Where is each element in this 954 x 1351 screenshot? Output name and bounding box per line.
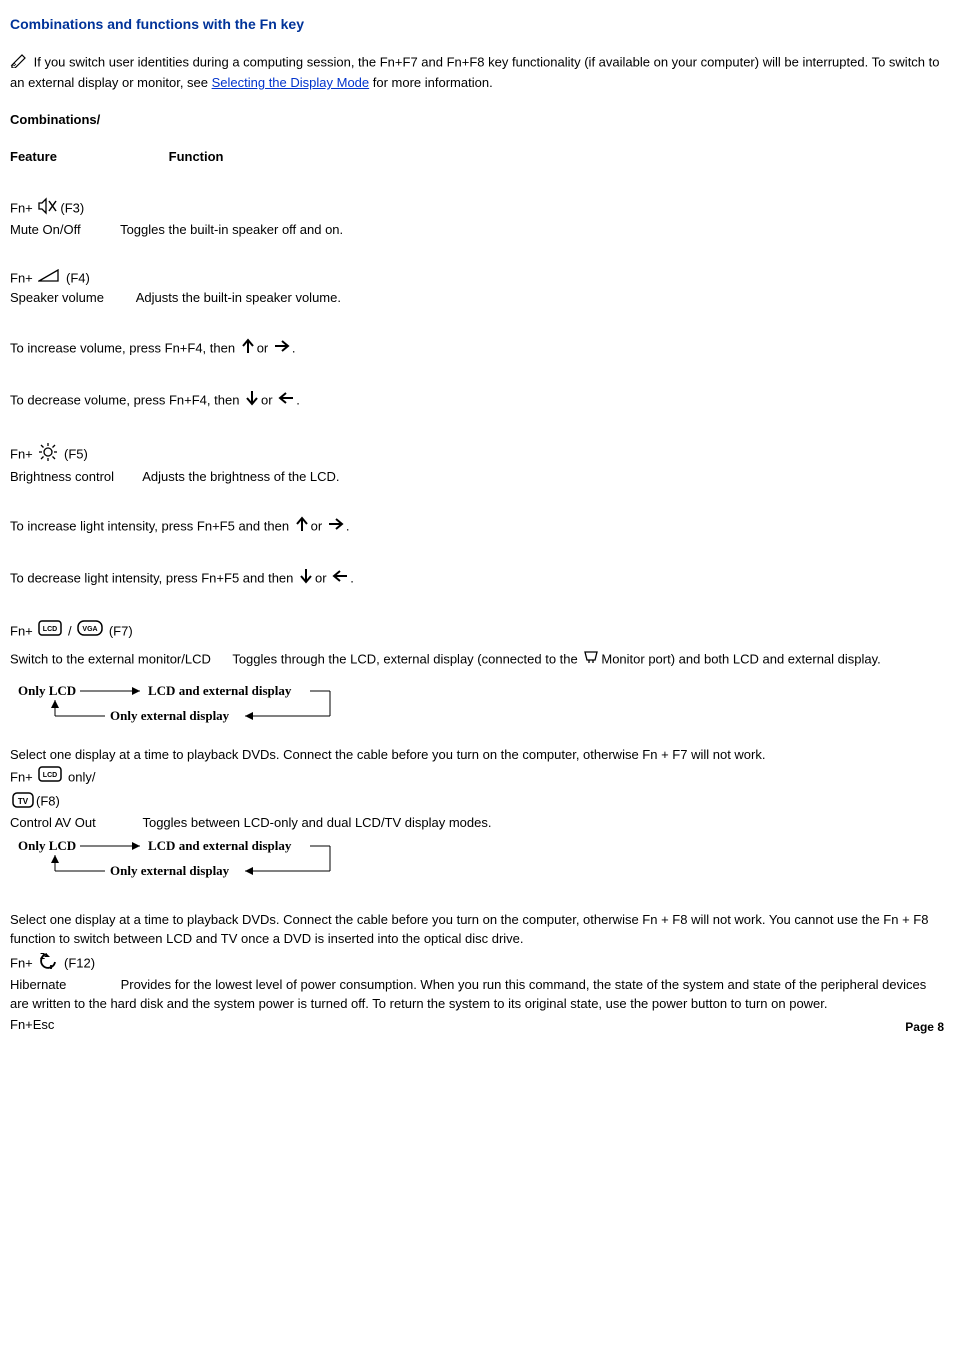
f4-label: Speaker volume: [10, 290, 104, 305]
f8-note: Select one display at a time to playback…: [10, 911, 944, 949]
svg-text:LCD: LCD: [43, 626, 57, 633]
vol-increase: To increase volume, press Fn+F4, then or…: [10, 338, 944, 360]
bri-decrease: To decrease light intensity, press Fn+F5…: [10, 568, 944, 590]
f7-note: Select one display at a time to playback…: [10, 746, 944, 765]
f7-func2: Monitor port) and both LCD and external …: [601, 651, 880, 666]
vga-icon: VGA: [77, 620, 103, 644]
f4-key: (F4): [62, 271, 89, 286]
svg-text:Only external display: Only external display: [110, 863, 230, 878]
diag-only-lcd: Only LCD: [18, 683, 76, 698]
svg-text:TV: TV: [18, 797, 29, 806]
brightness-icon: [38, 442, 58, 468]
svg-text:LCD: LCD: [43, 772, 57, 779]
lcd-icon: LCD: [38, 620, 62, 644]
lcd-icon: LCD: [38, 766, 62, 790]
f12-label: Hibernate: [10, 977, 66, 992]
diag-only-ext: Only external display: [110, 708, 230, 723]
f12-func: Provides for the lowest level of power c…: [10, 977, 926, 1011]
f3-key: (F3): [60, 200, 84, 215]
tv-icon: TV: [12, 790, 34, 814]
right-arrow-icon: [274, 339, 290, 359]
monitor-port-icon: [583, 650, 599, 670]
row-f5: Fn+ (F5) Brightness control Adjusts the …: [10, 442, 944, 487]
diag-lcd-ext: LCD and external display: [148, 683, 292, 698]
feature-header: Feature: [10, 148, 165, 167]
f7-pre: Fn+: [10, 623, 36, 638]
f5-label: Brightness control: [10, 469, 114, 484]
row-f3: Fn+ (F3) Mute On/Off Toggles the built-i…: [10, 197, 944, 240]
svg-text:LCD and external display: LCD and external display: [148, 838, 292, 853]
f5-pre: Fn+: [10, 446, 36, 461]
f3-label: Mute On/Off: [10, 222, 81, 237]
intro-text-2: for more information.: [369, 75, 493, 90]
f5-key: (F5): [60, 446, 87, 461]
left-arrow-icon: [332, 569, 348, 589]
intro-paragraph: If you switch user identities during a c…: [10, 52, 944, 93]
down-arrow-icon: [245, 390, 259, 412]
f7-desc: Switch to the external monitor/LCD Toggl…: [10, 650, 944, 670]
function-header: Function: [169, 148, 224, 167]
left-arrow-icon: [278, 391, 294, 411]
mute-icon: [38, 197, 58, 221]
hibernate-icon: Z: [38, 951, 58, 977]
display-cycle-diagram-1: Only LCD LCD and external display Only e…: [10, 680, 944, 736]
row-esc: Fn+Esc: [10, 1016, 944, 1035]
f12-key: (F12): [60, 955, 95, 970]
f5-func: Adjusts the brightness of the LCD.: [142, 469, 339, 484]
pencil-icon: [10, 52, 30, 74]
f8-label: Control AV Out: [10, 815, 96, 830]
f3-pre: Fn+: [10, 200, 36, 215]
row-f4: Fn+ (F4) Speaker volume Adjusts the buil…: [10, 269, 944, 308]
f4-pre: Fn+: [10, 271, 36, 286]
page-title: Combinations and functions with the Fn k…: [10, 14, 944, 34]
row-f7: Fn+ LCD / VGA (F7): [10, 620, 944, 644]
down-arrow-icon: [299, 568, 313, 590]
row-f12: Fn+ Z (F12) Hibernate Provides for the l…: [10, 951, 944, 1015]
svg-text:VGA: VGA: [83, 626, 98, 633]
speaker-icon: [38, 269, 60, 289]
f8-only: only/: [64, 770, 95, 785]
up-arrow-icon: [241, 338, 255, 360]
f12-pre: Fn+: [10, 955, 36, 970]
selecting-display-mode-link[interactable]: Selecting the Display Mode: [212, 75, 370, 90]
bri-increase: To increase light intensity, press Fn+F5…: [10, 516, 944, 538]
f7-label: Switch to the external monitor/LCD: [10, 651, 211, 666]
f4-func: Adjusts the built-in speaker volume.: [136, 290, 341, 305]
f8-pre: Fn+: [10, 770, 36, 785]
display-cycle-diagram-2: Only LCD LCD and external display Only e…: [10, 835, 944, 891]
f8-func: Toggles between LCD-only and dual LCD/TV…: [142, 815, 491, 830]
row-f8: Fn+ LCD only/ TV (F8) Control AV Out Tog…: [10, 766, 944, 833]
up-arrow-icon: [295, 516, 309, 538]
f8-key: (F8): [36, 794, 60, 809]
f7-key: (F7): [105, 623, 132, 638]
vol-decrease: To decrease volume, press Fn+F4, then or…: [10, 390, 944, 412]
f7-func1: Toggles through the LCD, external displa…: [232, 651, 581, 666]
page-number: Page 8: [905, 1019, 944, 1036]
combinations-header: Combinations/: [10, 111, 944, 130]
f3-func: Toggles the built-in speaker off and on.: [120, 222, 343, 237]
svg-text:Only LCD: Only LCD: [18, 838, 76, 853]
right-arrow-icon: [328, 517, 344, 537]
